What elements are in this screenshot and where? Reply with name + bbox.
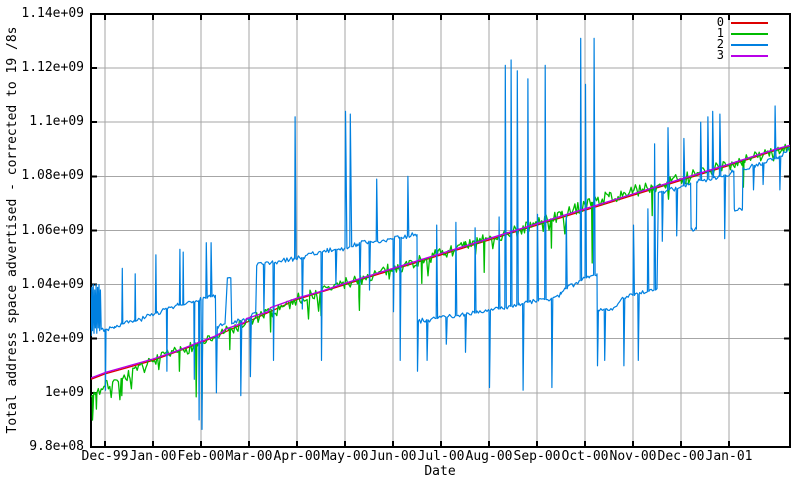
legend-item: 3 — [684, 48, 768, 62]
y-tick-label: 1.06e+09 — [21, 222, 84, 238]
x-tick-label: Dec-99 — [81, 449, 129, 464]
legend-label: 0 — [716, 15, 724, 29]
y-tick-label: 1e+09 — [44, 384, 84, 400]
y-tick-label: 1.02e+09 — [21, 330, 84, 346]
series-3-line — [91, 144, 790, 379]
x-tick-label: Jan-00 — [129, 449, 177, 464]
legend-label: 3 — [716, 48, 724, 62]
y-tick-label: 1.08e+09 — [21, 168, 84, 184]
x-tick-label: Oct-00 — [561, 449, 609, 464]
legend-item: 2 — [684, 37, 768, 51]
legend-item: 1 — [684, 26, 768, 40]
legend-line-sample — [731, 43, 768, 46]
y-tick-label: 1.04e+09 — [21, 276, 84, 292]
series-0-line — [91, 145, 790, 380]
legend-item: 0 — [684, 15, 768, 29]
x-tick-label: Sep-00 — [513, 449, 561, 464]
legend-label: 2 — [716, 37, 724, 51]
x-tick-label: Dec-00 — [657, 449, 705, 464]
x-tick-label: Mar-00 — [225, 449, 273, 464]
legend-line-sample — [731, 54, 768, 57]
legend-line-sample — [731, 32, 768, 35]
x-tick-label: Aug-00 — [465, 449, 513, 464]
y-tick-label: 1.12e+09 — [21, 60, 84, 76]
y-tick-label: 1.1e+09 — [29, 114, 84, 130]
x-tick-label: Jul-00 — [417, 449, 465, 464]
x-axis-title: Date — [424, 464, 456, 479]
x-tick-label: Feb-00 — [177, 449, 225, 464]
x-tick-label: Nov-00 — [609, 449, 657, 464]
x-tick-label: Jun-00 — [369, 449, 417, 464]
y-tick-label: 9.8e+08 — [29, 439, 84, 454]
x-tick-label: May-00 — [321, 449, 369, 464]
x-tick-label: Apr-00 — [273, 449, 321, 464]
series-2-line — [91, 37, 790, 430]
legend-line-sample — [731, 21, 768, 24]
y-tick-label: 1.14e+09 — [21, 6, 84, 21]
legend-label: 1 — [716, 26, 724, 40]
x-tick-label: Jan-01 — [705, 449, 753, 464]
series-1-line — [91, 143, 790, 421]
